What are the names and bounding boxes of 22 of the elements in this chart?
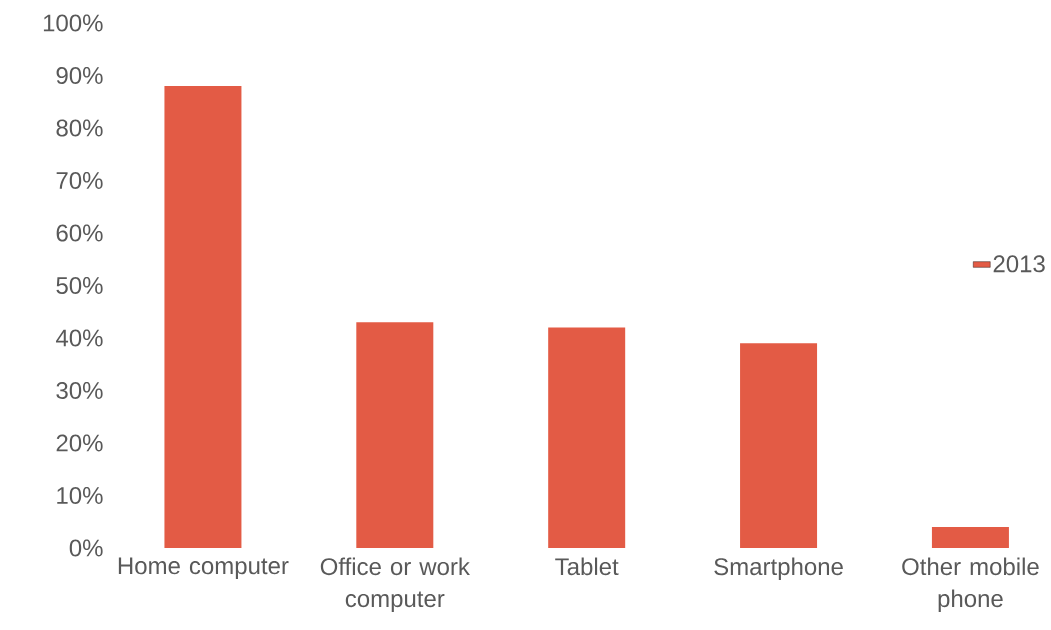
y-tick-label: 0% xyxy=(69,539,103,557)
bar xyxy=(740,343,818,548)
x-tick-label: Tablet xyxy=(555,557,619,576)
y-tick-label: 70% xyxy=(56,171,103,189)
y-tick-label: 20% xyxy=(56,434,103,452)
x-tick-label: Other mobile phone xyxy=(902,557,1039,612)
bar xyxy=(356,322,434,548)
y-tick-label: 40% xyxy=(55,329,103,347)
x-tick-label: Smartphone xyxy=(714,557,843,580)
bar xyxy=(931,527,1009,548)
y-tick-label: 10% xyxy=(57,487,103,504)
y-tick-label: 80% xyxy=(56,119,103,137)
y-tick-label: 60% xyxy=(56,224,103,242)
y-tick-label: 90% xyxy=(56,66,103,84)
y-tick-label: 30% xyxy=(56,381,103,399)
bar xyxy=(164,86,242,548)
y-tick-label: 50% xyxy=(56,276,103,294)
bar xyxy=(548,327,626,548)
x-tick-label: Office or work computer xyxy=(320,557,470,612)
x-tick-label: Home computer xyxy=(118,557,289,580)
legend-label: 2013 xyxy=(993,255,1045,273)
y-tick-label: 100% xyxy=(43,14,103,32)
